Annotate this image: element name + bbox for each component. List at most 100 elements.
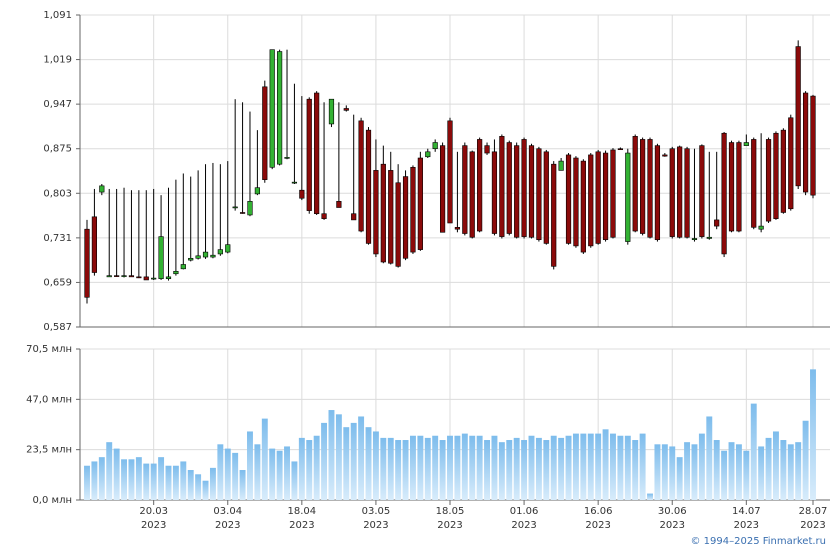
candle-body	[321, 213, 327, 219]
x-tick-label: 2023	[141, 520, 166, 531]
candle-body	[291, 181, 298, 184]
candle-body	[284, 157, 290, 159]
volume-bar	[335, 414, 342, 500]
volume-bar	[572, 433, 579, 500]
y-tick-label: 47,0 млн	[26, 394, 72, 405]
candle-body	[714, 219, 720, 227]
candle-body	[314, 92, 320, 215]
volume-bar	[328, 410, 335, 500]
candle-body	[677, 146, 683, 238]
y-tick-label: 23,5 млн	[26, 445, 72, 456]
x-tick-label: 2023	[437, 520, 462, 531]
volume-bar	[632, 440, 639, 500]
volume-bar	[98, 457, 105, 500]
candle-body	[469, 151, 475, 238]
volume-bar	[728, 442, 735, 500]
volume-bar	[106, 442, 113, 500]
candle-body	[188, 257, 194, 261]
candle-body	[365, 129, 372, 244]
candle-body	[254, 187, 260, 195]
x-tick-label: 2023	[800, 520, 825, 531]
candle-body	[106, 275, 112, 278]
candle-body	[706, 236, 712, 239]
candle-body	[625, 152, 631, 242]
x-tick-label: 2023	[585, 520, 610, 531]
candle-body	[780, 129, 786, 213]
candle-body	[358, 120, 364, 232]
volume-bar	[624, 435, 631, 500]
y-tick-label: 1,091	[43, 10, 72, 21]
candle-body	[751, 139, 757, 228]
volume-bar	[135, 457, 142, 500]
candle-body	[328, 98, 335, 125]
volume-bar	[121, 459, 128, 500]
candle-body	[462, 145, 468, 234]
y-tick-label: 70,5 млн	[26, 344, 72, 355]
candle-body	[432, 142, 438, 150]
x-tick-label: 03.05	[362, 506, 391, 517]
candle-body	[610, 149, 616, 238]
candle-body	[439, 145, 446, 233]
volume-bar	[402, 440, 409, 500]
candle-body	[669, 148, 675, 237]
copyright: © 1994–2025 Finmarket.ru	[690, 536, 826, 547]
candle-body	[684, 148, 690, 238]
volume-bar	[276, 450, 283, 500]
volume-bar	[595, 433, 602, 500]
volume-bar	[565, 435, 572, 500]
volume-bar	[313, 435, 320, 500]
candle-body	[477, 139, 483, 232]
candle-body	[351, 213, 357, 221]
volume-bar	[424, 437, 431, 500]
volume-bar	[180, 461, 187, 500]
x-tick-label: 2023	[215, 520, 240, 531]
candle-body	[484, 145, 490, 154]
volume-bar	[239, 470, 246, 500]
candle-body	[343, 108, 349, 111]
volume-bar	[224, 448, 231, 500]
x-tick-label: 18.04	[288, 506, 317, 517]
volume-bar	[202, 480, 209, 500]
volume-bar	[395, 440, 402, 500]
volume-bar	[484, 440, 491, 500]
candle-body	[580, 160, 586, 253]
candle-body	[802, 92, 809, 193]
volume-bar	[654, 444, 661, 500]
volume-bar	[409, 435, 416, 500]
volume-bar	[298, 437, 305, 500]
volume-bar	[765, 437, 772, 500]
volume-bar	[810, 369, 816, 500]
candle-body	[595, 151, 601, 244]
volume-bar	[691, 444, 698, 500]
candle-body	[417, 157, 423, 250]
candle-body	[128, 275, 135, 278]
volume-bar	[802, 420, 809, 500]
candle-body	[425, 151, 431, 158]
candle-body	[506, 142, 512, 234]
volume-bar	[669, 446, 676, 500]
candle-body	[565, 154, 572, 244]
volume-bar	[439, 440, 446, 500]
volume-bar	[372, 431, 379, 500]
volume-bar	[787, 444, 794, 500]
candle-body	[521, 139, 527, 237]
volume-bar	[291, 461, 298, 500]
x-tick-label: 2023	[734, 520, 759, 531]
x-tick-label: 30.06	[658, 506, 687, 517]
candle-body	[262, 86, 268, 180]
y-tick-label: 0,803	[43, 188, 72, 199]
volume-bar	[713, 440, 720, 500]
volume-bar	[306, 440, 313, 500]
candle-body	[99, 185, 105, 193]
candle-body	[180, 264, 186, 270]
candle-body	[573, 157, 579, 247]
x-tick-label: 03.04	[213, 506, 242, 517]
y-tick-label: 0,587	[43, 322, 72, 333]
volume-bar	[150, 463, 157, 500]
volume-bar	[432, 435, 439, 500]
candle-body	[84, 228, 90, 298]
candle-body	[173, 270, 179, 275]
candle-body	[773, 132, 779, 219]
y-tick-label: 0,947	[43, 99, 72, 110]
volume-bar	[750, 403, 757, 500]
